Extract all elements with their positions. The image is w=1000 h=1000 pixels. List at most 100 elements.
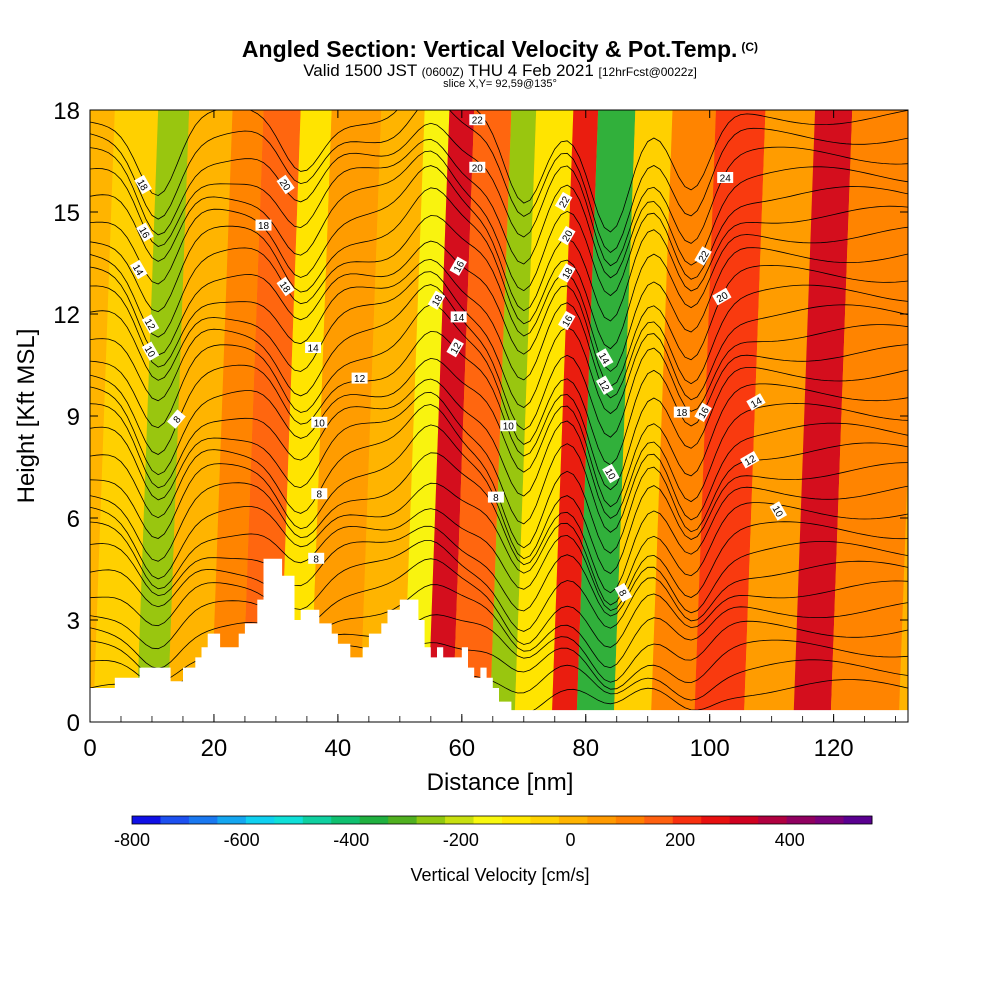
contour-label-text: 12 (743, 453, 759, 468)
contour-label-text: 18 (676, 408, 688, 419)
y-axis-label: Height [Kft MSL] (13, 329, 40, 504)
contour-label-text: 12 (449, 341, 464, 357)
contour-label-text: 24 (720, 174, 732, 185)
contour-labels: 18 16 14 12 10 8 20 18 18 14 12 10 8 8 22 20 16 18 14 12 10 8… (129, 114, 788, 603)
contour-label-box (558, 263, 576, 283)
colorbar-swatch (473, 816, 503, 824)
colorbar-swatch (445, 816, 475, 824)
contour-label-text: 20 (472, 163, 484, 174)
contour-label: 18 (276, 276, 295, 297)
isentrope-line (90, 240, 908, 387)
x-tick-label: 20 (201, 735, 228, 762)
velocity-band-1 (136, 110, 190, 722)
contour-label-text: 12 (596, 378, 611, 394)
contour-label-box (614, 582, 633, 603)
contour-label-text: 18 (134, 178, 149, 194)
contour-label-text: 20 (561, 228, 576, 244)
contour-label: 12 (596, 375, 614, 395)
colorbar-swatch (786, 816, 816, 824)
contour-label: 8 (487, 491, 504, 504)
y-tick-label: 18 (53, 98, 80, 125)
velocity-band-12 (514, 110, 574, 722)
y-tick-label: 15 (53, 200, 80, 227)
colorbar-tick-label: 0 (565, 830, 575, 850)
contour-label: 14 (746, 393, 766, 411)
isentrope-line (90, 150, 908, 297)
contour-label-box (255, 219, 272, 231)
contour-label: 18 (427, 290, 446, 310)
colorbar-tick-label: -200 (443, 830, 479, 850)
colorbar-swatch (672, 816, 702, 824)
contour-label-box (136, 222, 154, 242)
velocity-band-15 (613, 110, 673, 722)
isentrope-line (90, 357, 908, 508)
isentrope-line (90, 304, 908, 466)
contour-label-text: 8 (493, 493, 499, 504)
colorbar-tick-label: -400 (333, 830, 369, 850)
contour-label: 10 (769, 501, 788, 521)
contour-label-text: 10 (769, 504, 784, 520)
contour-label: 10 (500, 420, 517, 433)
slice-info: slice X,Y= 92,59@135° (443, 78, 557, 90)
isentrope-contours (90, 110, 908, 715)
contour-label-text: 10 (314, 418, 326, 429)
contour-label-box (769, 501, 788, 521)
contour-label-box (167, 409, 186, 429)
velocity-band-3 (210, 110, 264, 722)
contour-label-box (602, 463, 620, 484)
x-tick-label: 0 (83, 735, 96, 762)
contour-label-text: 14 (749, 396, 765, 411)
contour-label-text: 16 (452, 259, 467, 275)
velocity-band-17 (694, 110, 766, 722)
isentrope-line (90, 558, 908, 648)
contour-label-box (129, 259, 148, 280)
contour-label: 16 (694, 402, 712, 423)
isentrope-line (90, 122, 908, 267)
isentrope-line (90, 138, 908, 279)
colorbar-swatch (359, 816, 389, 824)
chart-title: Angled Section: Vertical Velocity & Pot.… (241, 36, 759, 62)
colorbar-swatch (843, 816, 873, 824)
contour-label-box (305, 342, 322, 353)
colorbar-swatch (217, 816, 247, 824)
contour-label-text: 14 (596, 351, 611, 367)
colorbar-swatch (644, 816, 674, 824)
contour-label-text: 8 (616, 588, 629, 599)
isentrope-line (90, 525, 908, 617)
x-tick-label: 100 (690, 735, 730, 762)
isentrope-line (90, 424, 908, 574)
contour-label-box (427, 290, 446, 310)
colorbar-swatch (245, 816, 275, 824)
contour-label: 12 (351, 372, 368, 385)
contour-label: 8 (311, 488, 328, 501)
contour-label: 16 (449, 256, 467, 276)
contour-label-text: 16 (136, 225, 151, 241)
colorbar-tick-label: 200 (665, 830, 695, 850)
contour-label: 14 (305, 342, 322, 355)
colorbar-frame (131, 815, 873, 825)
colorbar-swatch (502, 816, 531, 824)
contour-label-text: 22 (557, 194, 572, 210)
isentrope-line (90, 378, 908, 519)
colorbar-swatch (701, 816, 731, 824)
contour-label-box (694, 246, 712, 266)
isentrope-line (90, 165, 908, 322)
colorbar-swatch (815, 816, 845, 824)
contour-label-text: 8 (317, 490, 323, 501)
contour-label-text: 22 (472, 116, 484, 127)
y-tick-label: 9 (67, 404, 80, 431)
isentrope-line (90, 330, 908, 491)
isentrope-line (90, 540, 908, 632)
contour-label: 18 (558, 263, 576, 283)
contour-label-box (740, 451, 760, 469)
contour-label: 14 (450, 311, 467, 324)
contour-label: 14 (129, 259, 148, 280)
contour-label-text: 18 (561, 266, 576, 282)
contour-label: 8 (167, 409, 186, 429)
contour-label: 12 (740, 451, 760, 469)
contour-label-text: 10 (602, 467, 617, 483)
contour-label: 20 (276, 174, 295, 195)
contour-label: 10 (311, 416, 328, 429)
contour-label-text: 20 (715, 290, 731, 305)
